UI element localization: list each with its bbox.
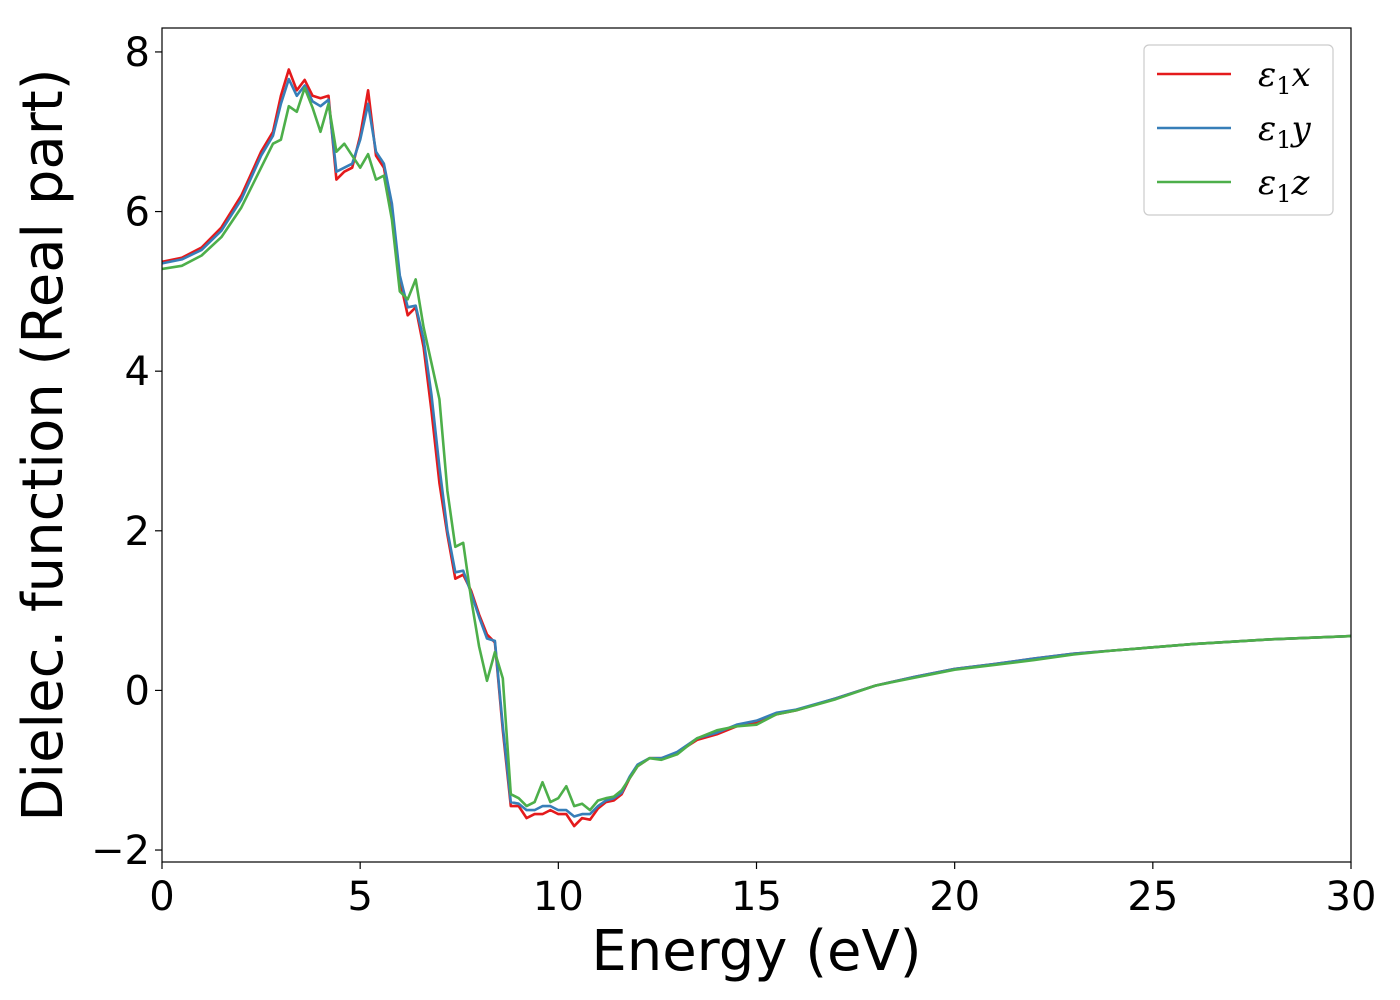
- x-tick-label: 10: [533, 874, 584, 920]
- x-tick-label: 15: [731, 874, 782, 920]
- y-axis-label: Dielec. function (Real part): [11, 68, 76, 821]
- x-axis-label: Energy (eV): [591, 919, 921, 984]
- y-tick-label: 0: [125, 668, 150, 714]
- y-tick-label: −2: [91, 828, 150, 874]
- x-tick-label: 30: [1326, 874, 1377, 920]
- y-tick-label: 8: [125, 30, 150, 76]
- legend-label-y: ε1y: [1258, 109, 1312, 154]
- y-tick-label: 6: [125, 190, 150, 236]
- x-tick-label: 20: [929, 874, 980, 920]
- legend-box: [1143, 44, 1334, 216]
- x-tick-label: 5: [347, 874, 372, 920]
- series-line-z: [162, 86, 1351, 812]
- y-tick-label: 4: [125, 349, 150, 395]
- legend-label-z: ε1z: [1258, 163, 1311, 208]
- legend-label-x: ε1x: [1258, 55, 1311, 100]
- x-tick-label: 25: [1127, 874, 1178, 920]
- x-tick-label: 0: [149, 874, 174, 920]
- y-tick-label: 2: [125, 509, 150, 555]
- series-layer: [162, 68, 1351, 828]
- legend: ε1x ε1y ε1z: [1143, 44, 1334, 216]
